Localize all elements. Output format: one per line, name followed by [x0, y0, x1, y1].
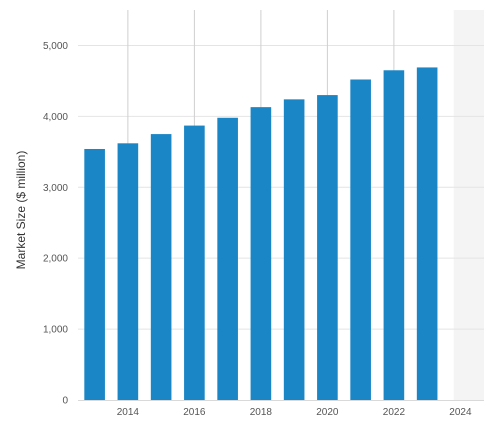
forecast-region	[453, 10, 484, 400]
bar-2015	[150, 134, 172, 400]
x-tick-label: 2024	[449, 407, 472, 418]
bar-2023	[416, 67, 438, 400]
y-tick-label: 1,000	[43, 325, 68, 336]
x-tick-label: 2016	[183, 407, 206, 418]
bar-2017	[217, 117, 238, 401]
bar-2013	[84, 148, 105, 400]
x-tick-label: 2018	[250, 407, 273, 418]
x-tick-label: 2014	[117, 407, 140, 418]
bar-2014	[117, 143, 139, 401]
y-axis-title: Market Size ($ million)	[14, 151, 28, 270]
y-tick-label: 0	[62, 396, 68, 407]
y-tick-label: 4,000	[43, 112, 68, 123]
x-tick-label: 2022	[383, 407, 406, 418]
bar-2022	[383, 70, 405, 400]
bar-2021	[350, 79, 371, 400]
x-tick-label: 2020	[316, 407, 339, 418]
y-tick-label: 5,000	[43, 41, 68, 52]
y-tick-label: 2,000	[43, 254, 68, 265]
y-tick-label: 3,000	[43, 183, 68, 194]
bar-2019	[283, 99, 305, 400]
bar-2020	[317, 95, 338, 400]
bar-2018	[250, 107, 272, 401]
bar-2016	[184, 125, 205, 400]
